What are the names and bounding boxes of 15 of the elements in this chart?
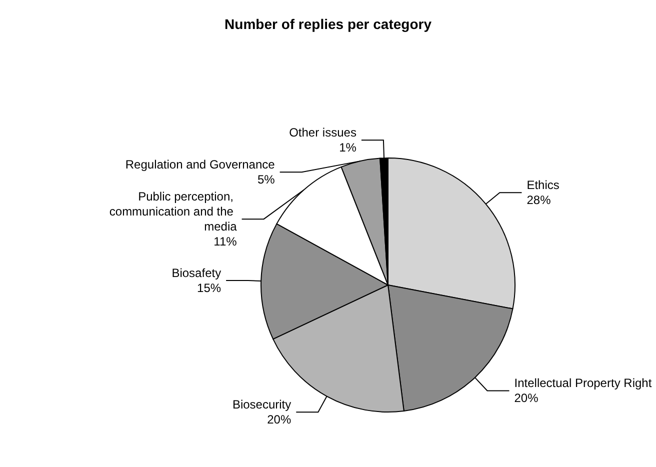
slice-label: Other issues xyxy=(289,126,356,140)
slice-label: Ethics xyxy=(526,178,560,192)
data-label: 15% xyxy=(197,280,222,295)
slice-label: Biosecurity xyxy=(232,398,292,412)
data-label: 11% xyxy=(214,234,238,249)
data-label: 28% xyxy=(526,193,552,208)
data-label: 5% xyxy=(257,172,276,187)
slice-label: Public perception, communication and the media xyxy=(109,190,238,234)
chart-title: Number of replies per category xyxy=(224,16,432,32)
data-label: 20% xyxy=(267,412,292,427)
slice-label: Biosafety xyxy=(172,266,222,280)
slice-label: Intellectual Property Right xyxy=(514,376,652,390)
slice-label: Regulation and Governance xyxy=(125,158,276,172)
data-label: 1% xyxy=(339,140,357,155)
data-label: 20% xyxy=(514,391,539,406)
